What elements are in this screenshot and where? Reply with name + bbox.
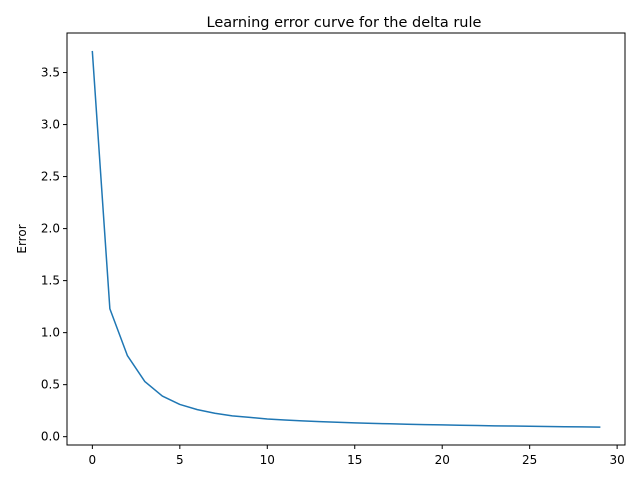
y-axis: 0.0 0.5 1.0 1.5 2.0 2.5 3.0 3.5 xyxy=(41,66,67,444)
series-line xyxy=(91,50,601,428)
x-tick-label: 5 xyxy=(176,453,184,467)
y-tick-label: 1.5 xyxy=(41,274,60,288)
chart-title: Learning error curve for the delta rule xyxy=(207,15,482,31)
x-tick-label: 30 xyxy=(609,453,624,467)
plot-frame xyxy=(66,32,626,446)
x-tick-label: 15 xyxy=(347,453,362,467)
y-tick-label: 3.5 xyxy=(41,66,60,80)
y-axis-label: Error xyxy=(15,224,29,253)
x-tick-label: 10 xyxy=(260,453,275,467)
y-tick-label: 2.5 xyxy=(41,170,60,184)
y-tick-label: 0.5 xyxy=(41,378,60,392)
y-tick-label: 0.0 xyxy=(41,430,60,444)
y-tick-label: 3.0 xyxy=(41,118,60,132)
x-tick-label: 0 xyxy=(89,453,97,467)
x-tick-label: 20 xyxy=(435,453,450,467)
x-axis: 0 5 10 15 20 25 30 xyxy=(89,445,625,467)
y-tick-label: 1.0 xyxy=(41,326,60,340)
x-tick-label: 25 xyxy=(522,453,537,467)
y-tick-label: 2.0 xyxy=(41,222,60,236)
